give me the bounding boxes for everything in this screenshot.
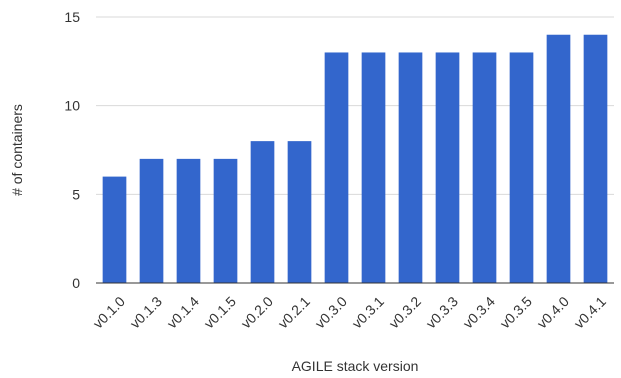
x-tick-label: v0.3.0 xyxy=(312,293,350,331)
x-tick-label: v0.4.1 xyxy=(571,293,609,331)
x-tick-label: v0.1.3 xyxy=(127,293,165,331)
bar-v0.3.0 xyxy=(324,52,349,283)
x-axis-ticks: v0.1.0v0.1.3v0.1.4v0.1.5v0.2.0v0.2.1v0.3… xyxy=(90,293,609,331)
bar-v0.3.1 xyxy=(361,52,386,283)
x-tick-label: v0.3.3 xyxy=(423,293,461,331)
x-axis-title: AGILE stack version xyxy=(292,358,419,374)
bar-v0.1.4 xyxy=(176,158,201,283)
bars xyxy=(102,34,608,283)
bar-v0.1.0 xyxy=(102,176,127,283)
x-tick-label: v0.1.0 xyxy=(90,293,128,331)
gridlines xyxy=(96,16,614,195)
bar-v0.1.5 xyxy=(213,158,238,283)
y-axis-title: # of containers xyxy=(9,104,25,196)
bar-v0.3.2 xyxy=(398,52,423,283)
y-axis-ticks: 0 5 10 15 xyxy=(64,9,80,291)
x-tick-label: v0.1.5 xyxy=(201,293,239,331)
bar-v0.3.4 xyxy=(472,52,497,283)
x-tick-label: v0.3.5 xyxy=(497,293,535,331)
bar-v0.3.3 xyxy=(435,52,460,283)
bar-v0.4.1 xyxy=(583,34,608,283)
y-tick-label: 10 xyxy=(64,98,80,114)
x-tick-label: v0.1.4 xyxy=(164,293,202,331)
x-tick-label: v0.2.0 xyxy=(238,293,276,331)
bar-v0.2.0 xyxy=(250,141,275,283)
x-tick-label: v0.3.4 xyxy=(460,293,498,331)
bar-v0.2.1 xyxy=(287,141,312,283)
y-tick-label: 0 xyxy=(72,275,80,291)
y-tick-label: 5 xyxy=(72,186,80,202)
bar-v0.3.5 xyxy=(509,52,534,283)
x-tick-label: v0.4.0 xyxy=(534,293,572,331)
x-tick-label: v0.2.1 xyxy=(275,293,313,331)
x-tick-label: v0.3.2 xyxy=(386,293,424,331)
y-tick-label: 15 xyxy=(64,9,80,25)
x-tick-label: v0.3.1 xyxy=(349,293,387,331)
bar-v0.4.0 xyxy=(546,34,571,283)
bar-v0.1.3 xyxy=(139,158,164,283)
